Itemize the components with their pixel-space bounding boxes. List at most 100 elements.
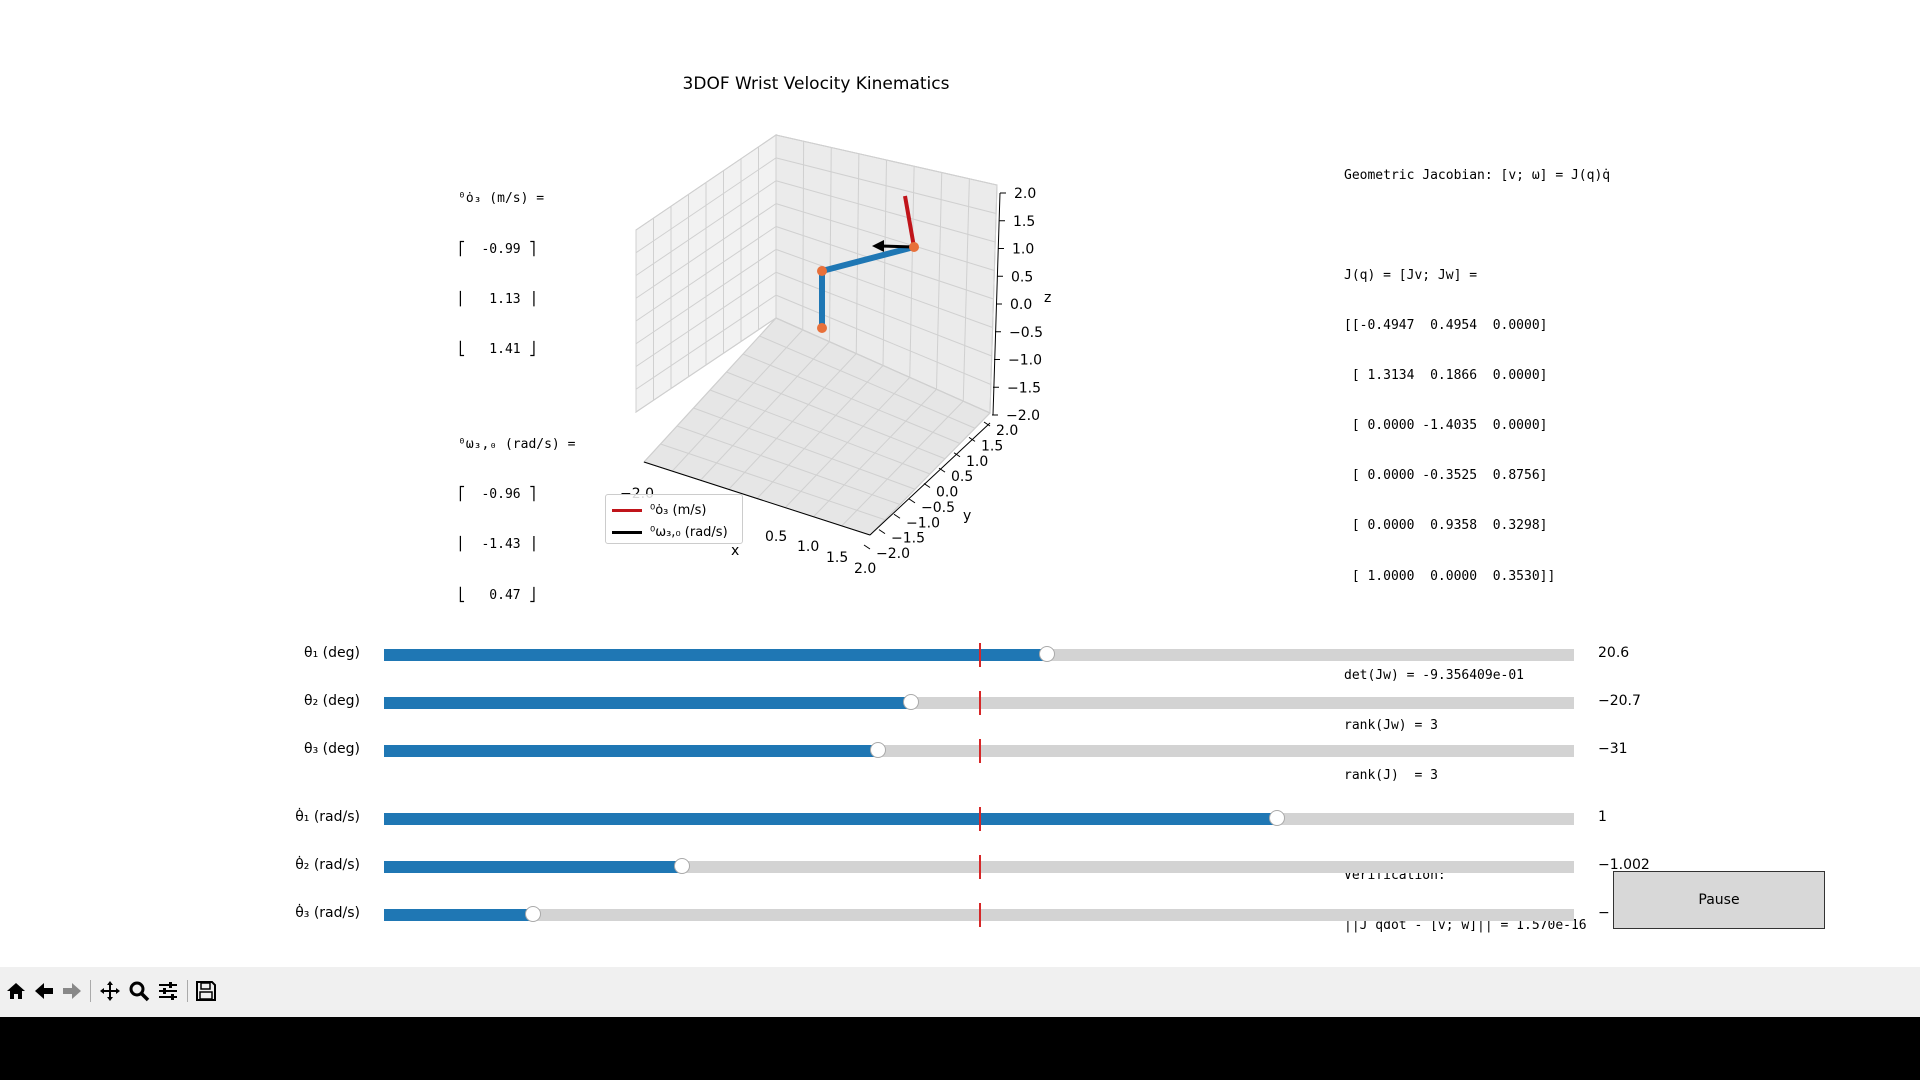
y-axis-label: y xyxy=(963,508,971,524)
z-tick-label: −2.0 xyxy=(1006,408,1040,424)
det-jw: det(Jw) = -9.356409e-01 xyxy=(1344,668,1525,684)
zoom-button[interactable] xyxy=(126,978,152,1004)
y-tick-label: −2.0 xyxy=(876,546,910,562)
legend-label-velocity: ⁰ȯ₃ (m/s) xyxy=(650,503,707,518)
grid-line xyxy=(784,377,911,508)
navigation-toolbar xyxy=(0,967,1920,1017)
slider-track[interactable] xyxy=(384,855,1574,879)
grid-line xyxy=(693,407,916,490)
robot-arm xyxy=(817,195,919,333)
figure-canvas: 3DOF Wrist Velocity Kinematics ⁰ȯ₃ (m/s)… xyxy=(0,0,1920,967)
save-button[interactable] xyxy=(193,978,219,1004)
pan-button[interactable] xyxy=(97,978,123,1004)
y-tick-label: 1.5 xyxy=(981,438,1003,454)
slider-value: 1 xyxy=(1598,809,1607,825)
y-tick xyxy=(878,529,886,535)
z-tick-label: −1.5 xyxy=(1007,380,1041,396)
pan-icon xyxy=(100,981,120,1001)
home-icon xyxy=(7,983,25,999)
slider-handle[interactable] xyxy=(673,858,690,874)
joint-marker xyxy=(817,323,827,333)
slider-initial-marker xyxy=(979,643,981,667)
grid-line xyxy=(775,226,994,300)
grid-line xyxy=(660,443,886,521)
pause-button[interactable]: Pause xyxy=(1613,871,1825,929)
z-tick-label: −1.0 xyxy=(1008,353,1042,369)
jacobian-label: J(q) = [Jv; Jw] = xyxy=(1344,267,1478,283)
angular-velocity-row: ⎡ -0.96 ⎤ xyxy=(458,487,537,503)
slider-initial-marker xyxy=(979,739,981,763)
grid-line xyxy=(813,388,937,518)
grid-line xyxy=(775,317,991,414)
slider-track[interactable] xyxy=(384,807,1574,831)
slider-track[interactable] xyxy=(384,739,1574,763)
back-icon xyxy=(35,983,53,999)
legend-entry-omega: ⁰ω₃,₀ (rad/s) xyxy=(612,525,728,540)
verification-value: ||J qdot - [v; w]|| = 1.570e-16 xyxy=(1344,917,1587,933)
slider-track[interactable] xyxy=(384,903,1574,927)
y-tick xyxy=(983,421,991,427)
slider-label: θ₁ (deg) xyxy=(304,645,360,661)
slider-handle[interactable] xyxy=(1038,646,1055,662)
x-tick-label: 0.5 xyxy=(765,529,787,545)
slider-label: θ̇₃ (rad/s) xyxy=(295,905,360,921)
grid-line xyxy=(775,248,993,328)
slider-initial-marker xyxy=(979,903,981,927)
z-tick-label: −0.5 xyxy=(1009,325,1043,341)
y-tick xyxy=(968,436,976,442)
save-icon xyxy=(196,981,216,1001)
forward-icon xyxy=(63,983,81,999)
angular-velocity-row: ⎣ 0.47 ⎦ xyxy=(458,587,537,603)
y-tick xyxy=(908,498,916,504)
z-tick-label: 0.0 xyxy=(1010,297,1032,313)
slider-handle[interactable] xyxy=(869,742,886,758)
jacobian-heading: Geometric Jacobian: [v; ω] = J(q)q̇ xyxy=(1344,168,1611,184)
joint-marker xyxy=(817,266,827,276)
grid-line xyxy=(936,172,943,390)
3d-axes[interactable]: 2.01.51.00.50.0−0.5−1.0−1.5−2.0z2.01.51.… xyxy=(0,0,1920,600)
legend-entry-velocity: ⁰ȯ₃ (m/s) xyxy=(612,503,706,518)
jacobian-row: [ 1.3134 0.1866 0.0000] xyxy=(1344,368,1548,384)
slider-track[interactable] xyxy=(384,691,1574,715)
y-tick xyxy=(923,483,931,488)
slider-handle[interactable] xyxy=(903,694,920,710)
slider-handle[interactable] xyxy=(1268,810,1285,826)
y-tick-label: −1.5 xyxy=(891,531,925,547)
configure-icon xyxy=(159,982,177,1000)
toolbar-separator xyxy=(90,980,91,1002)
jacobian-readout: Geometric Jacobian: [v; ω] = J(q)q̇ J(q)… xyxy=(1344,135,1610,968)
grid-line xyxy=(869,412,991,536)
y-tick xyxy=(863,544,871,550)
grid-line xyxy=(635,317,777,413)
grid-line xyxy=(989,184,998,414)
grid-line xyxy=(635,294,777,390)
slider-fill xyxy=(384,745,878,757)
slider-track[interactable] xyxy=(384,643,1574,667)
slider-handle[interactable] xyxy=(524,906,541,922)
velocity-readout: ⁰ȯ₃ (m/s) = ⎡ -0.99 ⎤ ⎢ 1.13 ⎥ ⎣ 1.41 ⎦ … xyxy=(458,158,575,638)
rank-j: rank(J) = 3 xyxy=(1344,768,1438,784)
slider-label: θ₂ (deg) xyxy=(304,693,360,709)
grid-line xyxy=(962,178,970,402)
jacobian-row: [ 0.0000 0.9358 0.3298] xyxy=(1344,518,1548,534)
grid-line xyxy=(909,166,915,378)
slider-initial-marker xyxy=(979,807,981,831)
x-tick-label: 1.0 xyxy=(797,539,819,555)
back-button[interactable] xyxy=(31,978,57,1004)
linear-velocity-row: ⎡ -0.99 ⎤ xyxy=(458,241,537,257)
y-tick-label: 0.5 xyxy=(951,469,973,485)
y-tick-label: 0.0 xyxy=(936,485,958,501)
configure-button[interactable] xyxy=(155,978,181,1004)
grid-line xyxy=(841,400,964,527)
slider-label: θ₃ (deg) xyxy=(304,741,360,757)
forward-button[interactable] xyxy=(59,978,85,1004)
slider-value: − xyxy=(1598,905,1610,921)
linear-velocity-row: ⎣ 1.41 ⎦ xyxy=(458,341,537,357)
y-tick xyxy=(953,452,961,458)
zoom-icon xyxy=(129,981,150,1002)
slider-value: −31 xyxy=(1598,741,1628,757)
home-button[interactable] xyxy=(3,978,29,1004)
toolbar-separator xyxy=(187,980,188,1002)
slider-fill xyxy=(384,813,1277,825)
jacobian-row: [ 0.0000 -0.3525 0.8756] xyxy=(1344,468,1548,484)
